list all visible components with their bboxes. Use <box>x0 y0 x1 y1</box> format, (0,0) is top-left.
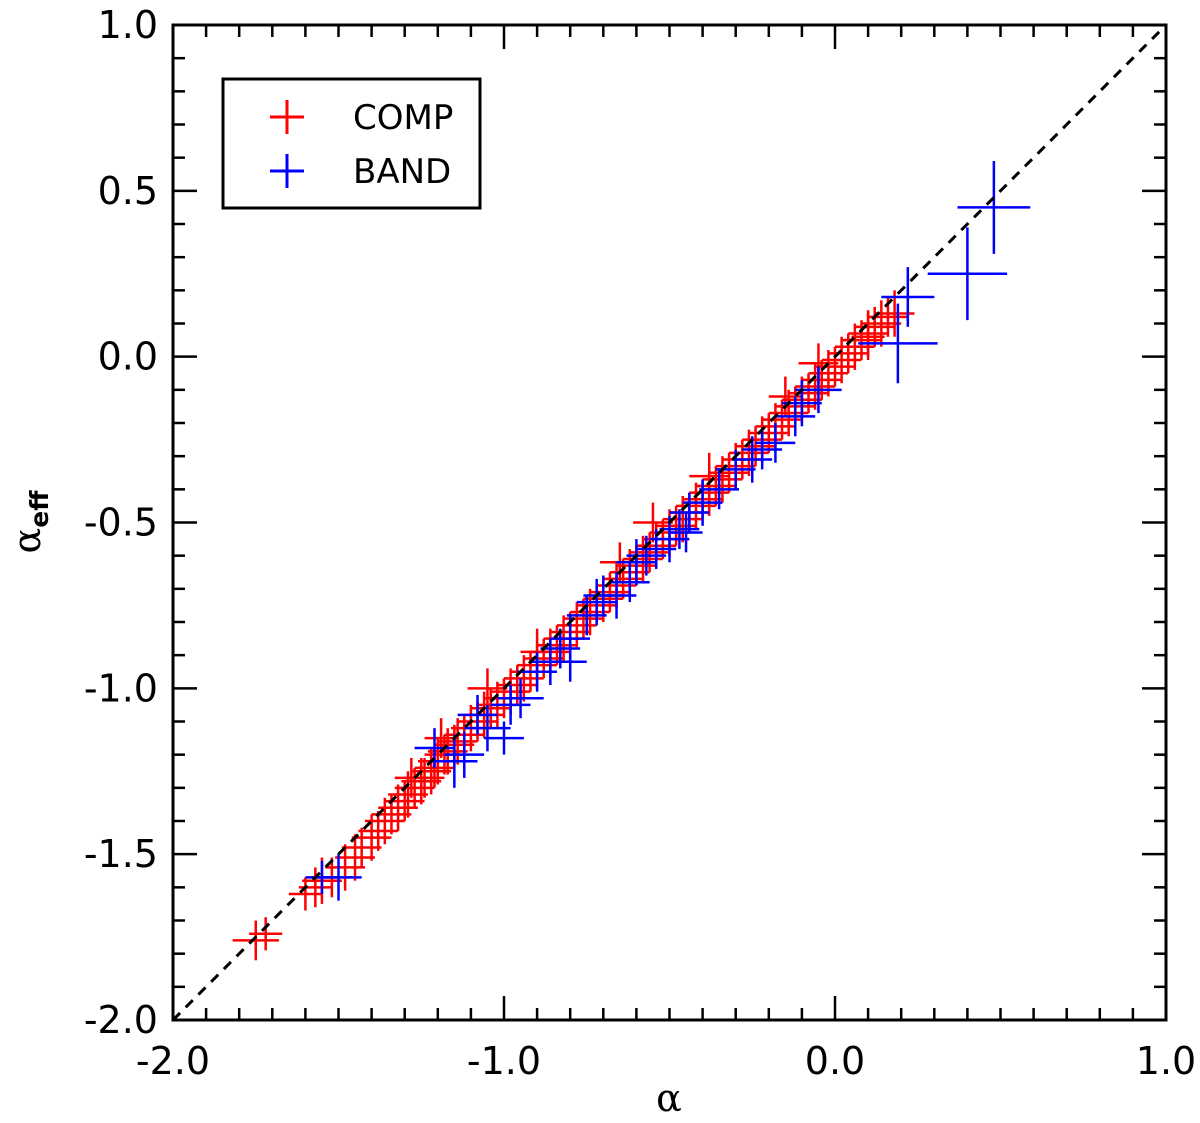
data-point-comp <box>467 668 508 709</box>
data-point-band <box>927 227 1008 321</box>
data-point-comp <box>249 917 283 951</box>
data-point-band <box>444 731 485 778</box>
legend-entry-comp: COMP <box>270 98 453 138</box>
identity-reference-line <box>171 23 1168 1022</box>
data-point-band <box>669 512 703 553</box>
legend: COMP BAND <box>221 77 482 210</box>
data-points <box>232 160 1031 961</box>
data-point-band <box>616 539 657 586</box>
data-point-comp <box>232 920 279 961</box>
data-point-band <box>431 734 478 788</box>
y-axis-title-main: α <box>5 528 49 554</box>
data-point-band <box>576 578 617 626</box>
data-point-band <box>699 469 740 510</box>
data-point-band <box>659 509 700 550</box>
x-tick-label: -2.0 <box>136 1039 210 1083</box>
tick-labels: -2.0 -1.0 0.0 1.0 -2.0 -1.5 -1.0 -0.5 0.0 0.5 1.0 <box>84 3 1196 1083</box>
x-tick-label: 0.0 <box>805 1039 865 1083</box>
data-point-comp <box>325 844 365 891</box>
y-tick-label: 1.0 <box>98 3 158 47</box>
data-point-band <box>315 854 362 901</box>
data-point-band <box>609 562 650 603</box>
data-point-comp <box>394 767 435 808</box>
data-point-comp <box>288 877 322 911</box>
x-tick-label: 1.0 <box>1136 1039 1196 1083</box>
y-axis-title-sub: eff <box>25 490 54 528</box>
data-point-band <box>682 479 723 526</box>
data-point-band <box>858 303 938 384</box>
data-point-comp <box>378 784 418 831</box>
data-point-comp <box>851 313 885 360</box>
y-tick-label: -1.0 <box>84 666 158 710</box>
data-point-comp <box>633 502 673 543</box>
data-point-band <box>957 160 1031 254</box>
data-point-band <box>626 535 667 576</box>
plot-frame <box>171 23 1168 1022</box>
data-point-band <box>732 436 773 483</box>
data-point-comp <box>335 834 375 881</box>
y-tick-label: 0.0 <box>98 335 158 379</box>
y-tick-label: -2.0 <box>84 998 158 1042</box>
data-point-comp <box>341 827 382 868</box>
legend-box <box>221 77 482 210</box>
data-point-comp <box>689 452 730 500</box>
data-point-band <box>755 423 796 463</box>
y-tick-label: 0.5 <box>98 169 158 213</box>
legend-entry-band: BAND <box>270 152 451 192</box>
data-point-band <box>484 721 524 755</box>
legend-comp-label: COMP <box>353 98 453 138</box>
svg-text:αeff: αeff <box>5 490 54 554</box>
data-point-band <box>497 678 544 719</box>
legend-band-label: BAND <box>353 152 451 192</box>
x-axis-title: α <box>656 1076 682 1120</box>
data-point-band <box>881 267 935 327</box>
series-band <box>305 160 1031 901</box>
x-tick-label: -1.0 <box>467 1039 541 1083</box>
data-point-band <box>553 641 587 682</box>
data-point-comp <box>394 757 428 798</box>
y-tick-label: -0.5 <box>84 501 158 545</box>
data-point-band <box>490 685 531 725</box>
y-tick-label: -1.5 <box>84 832 158 876</box>
y-axis-title: αeff <box>5 490 54 554</box>
